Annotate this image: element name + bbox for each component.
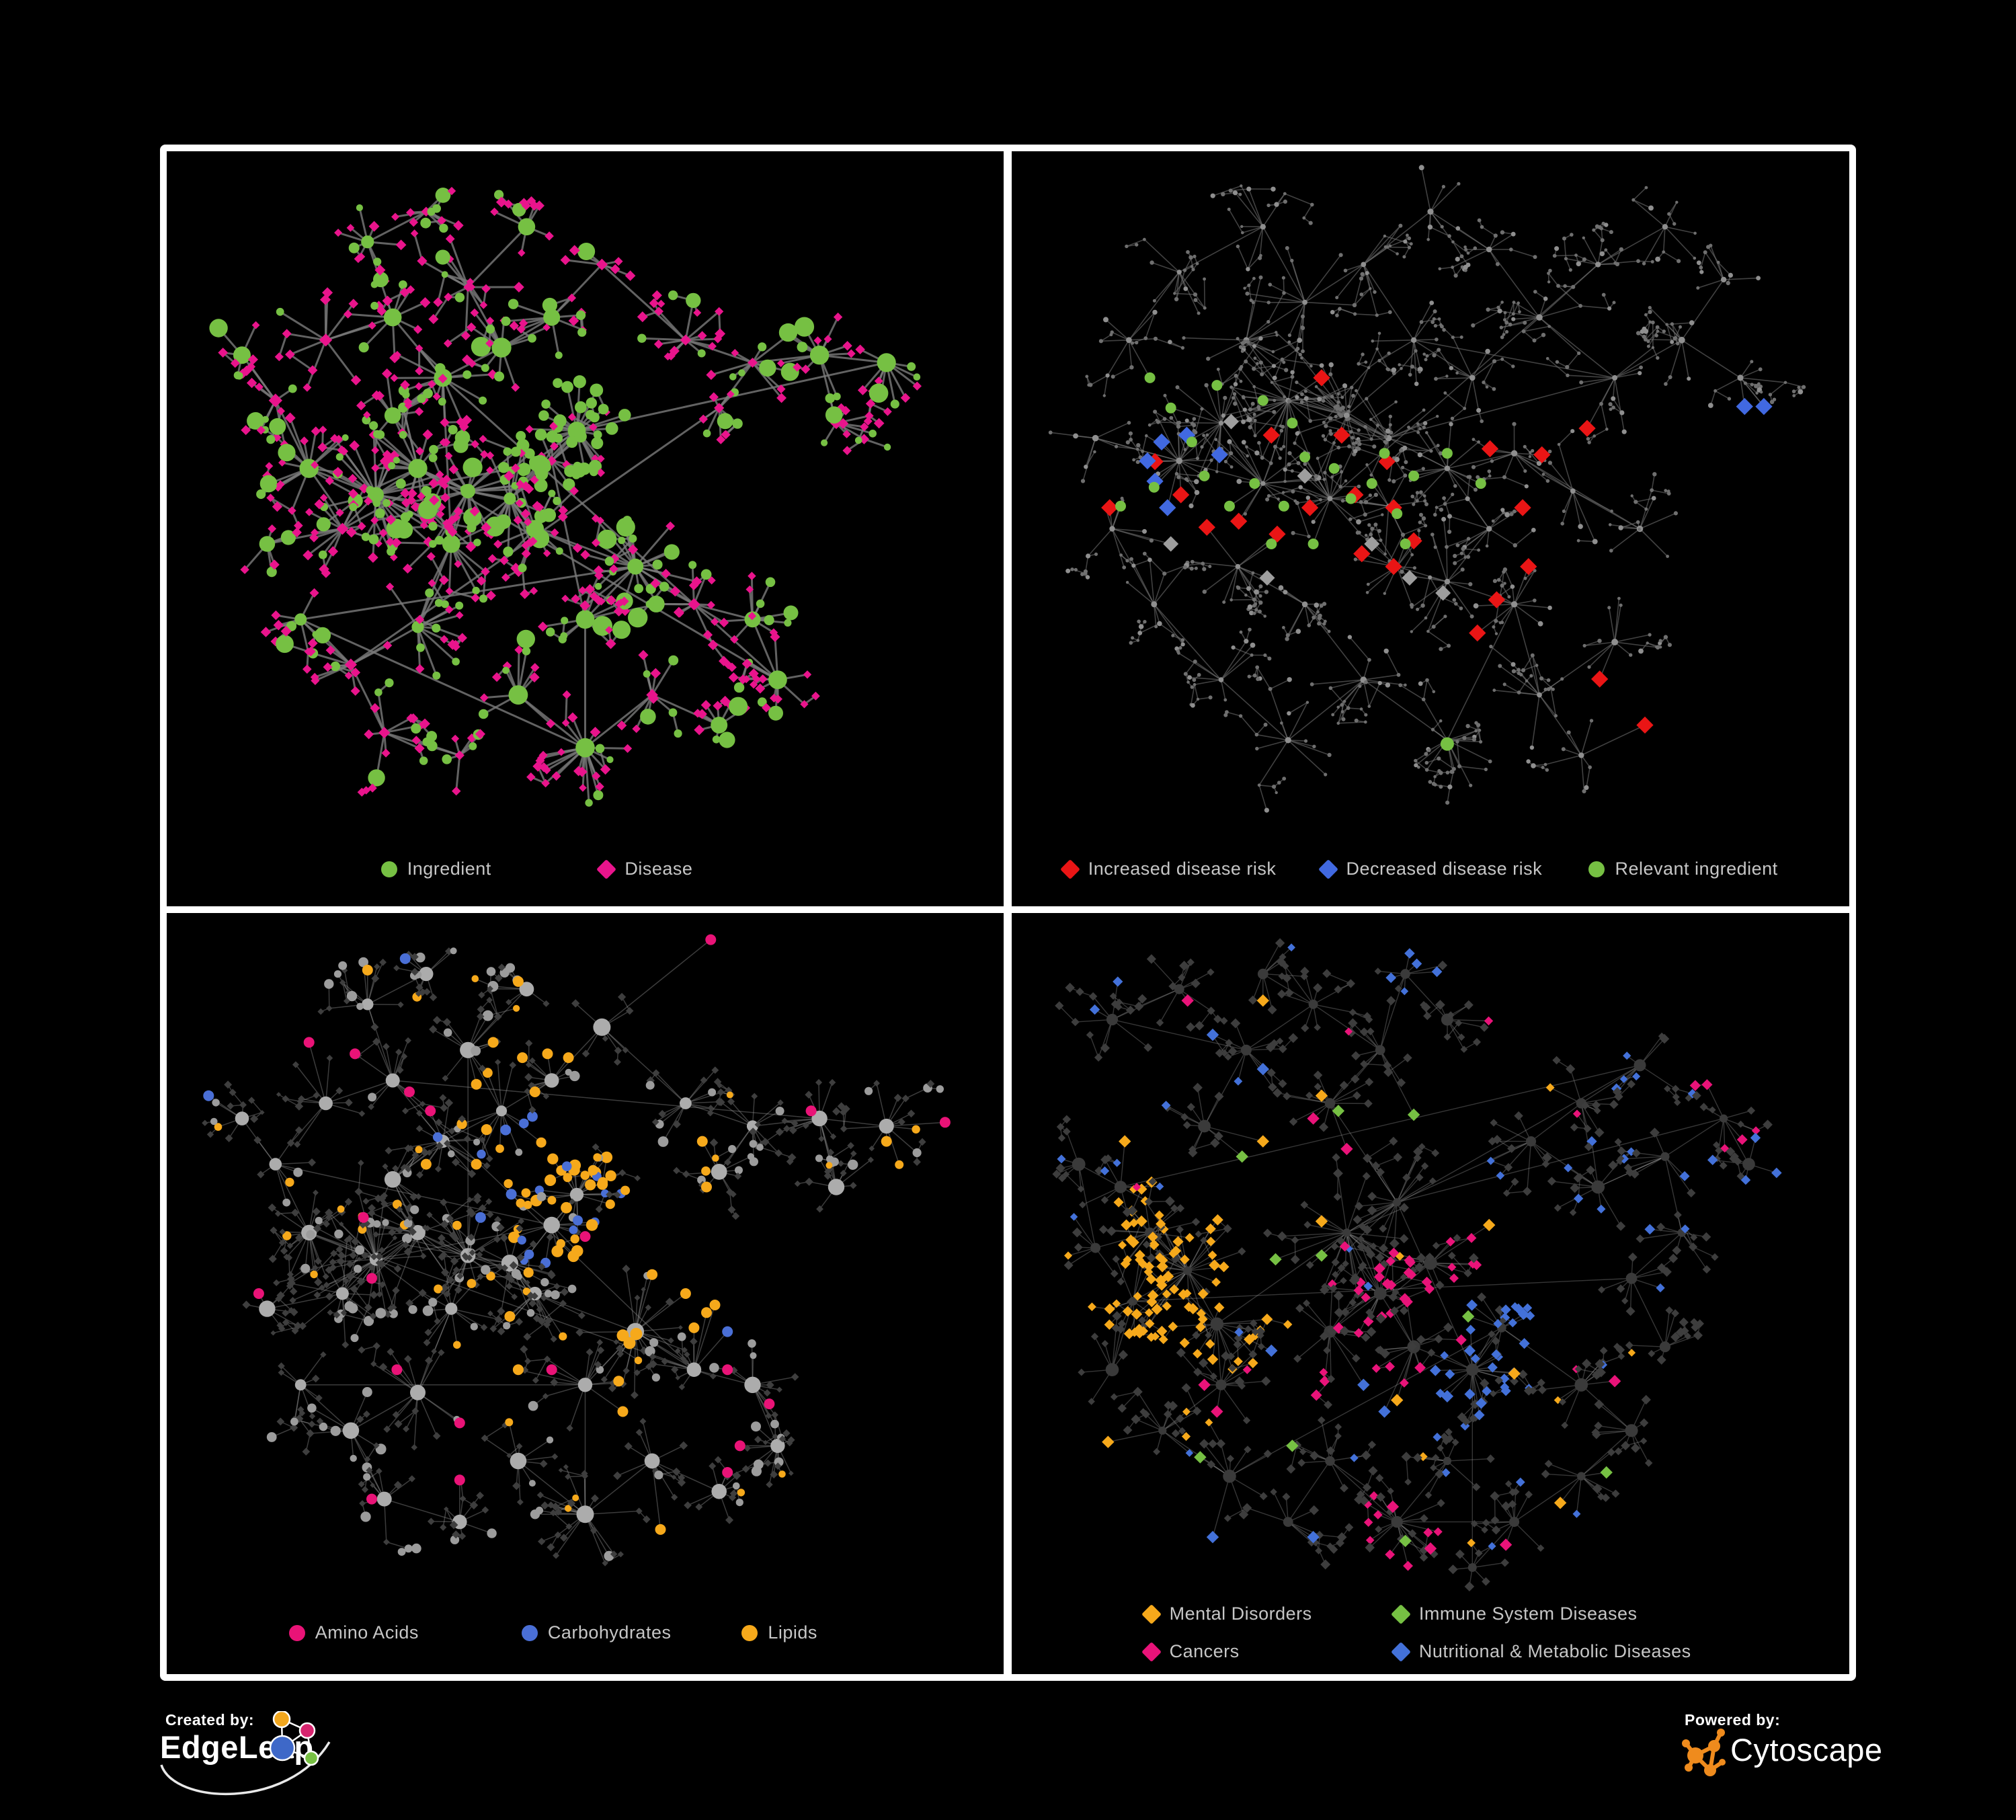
cytoscape-logo-icon <box>1682 1729 1726 1776</box>
network-canvas-ingredient-classes <box>202 934 951 1567</box>
network-canvas-disease-classes <box>1052 938 1782 1591</box>
powered-by-text: Powered by: <box>1685 1711 1781 1729</box>
cytoscape-brand-text: Cytoscape <box>1730 1732 1883 1768</box>
panel-disease-risk: Increased disease risk Decreased disease… <box>1012 151 1849 906</box>
cytoscape-credit: Powered by: Cytoscape <box>1679 1711 1894 1792</box>
edgeleap-logo-icon <box>160 1711 331 1796</box>
figure-frame: Ingredient Disease Increased disease ris… <box>160 145 1856 1681</box>
network-canvas-ingredient-disease <box>209 186 922 807</box>
network-canvas-disease-risk <box>1048 165 1806 813</box>
edgeleap-credit: Created by: EdgeLeap <box>160 1711 442 1819</box>
created-by-text: Created by: <box>165 1711 255 1729</box>
panel-ingredient-classes: Amino Acids Carbohydrates Lipids <box>167 913 1004 1674</box>
panel-ingredient-disease: Ingredient Disease <box>167 151 1004 906</box>
panel-disease-classes: Mental Disorders Immune System Diseases … <box>1012 913 1849 1674</box>
horizontal-divider <box>167 906 1849 913</box>
